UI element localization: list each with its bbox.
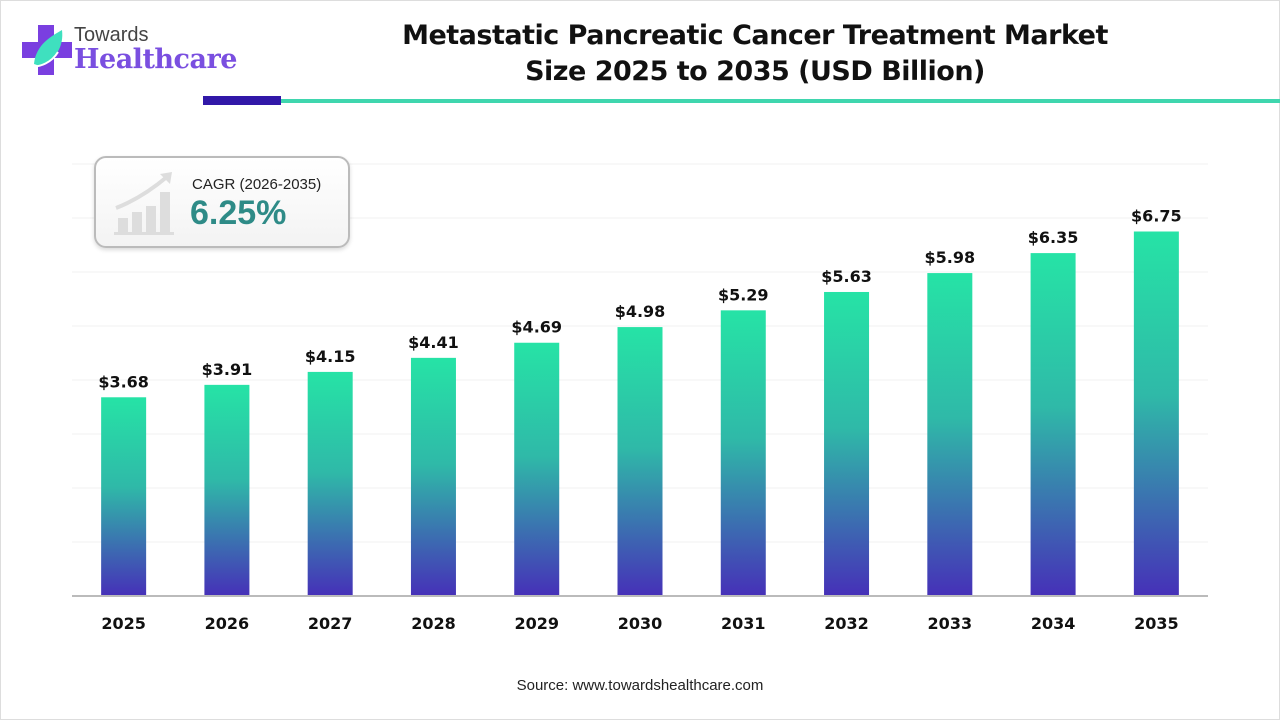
chart-title: Metastatic Pancreatic Cancer Treatment M… xyxy=(330,18,1180,90)
title-underline-teal xyxy=(281,99,1280,103)
x-tick-label: 2031 xyxy=(721,614,766,633)
brand-name-line1: Towards xyxy=(74,24,149,46)
data-label: $3.68 xyxy=(98,372,149,391)
data-label: $4.15 xyxy=(305,347,356,366)
x-tick-label: 2032 xyxy=(824,614,869,633)
x-tick-label: 2034 xyxy=(1031,614,1076,633)
bar-2032 xyxy=(824,291,870,596)
x-tick-label: 2029 xyxy=(514,614,559,633)
x-tick-label: 2033 xyxy=(928,614,973,633)
data-label: $5.29 xyxy=(718,285,769,304)
x-tick-label: 2028 xyxy=(411,614,456,633)
cagr-label: CAGR (2026-2035) xyxy=(192,176,322,193)
chart-title-line2: Size 2025 to 2035 (USD Billion) xyxy=(525,56,985,87)
data-label: $3.91 xyxy=(202,360,253,379)
brand-name-line2: Healthcare xyxy=(74,44,237,75)
data-label: $4.69 xyxy=(511,318,562,337)
bar-2027 xyxy=(307,371,353,596)
data-label: $4.98 xyxy=(615,302,666,321)
growth-chart-icon xyxy=(114,172,174,235)
bar-2031 xyxy=(720,310,766,596)
cagr-box: CAGR (2026-2035) 6.25% xyxy=(94,156,350,248)
bar-2035 xyxy=(1133,231,1179,596)
medical-cross-leaf-icon xyxy=(22,25,72,75)
x-tick-label: 2025 xyxy=(101,614,146,633)
x-tick-label: 2027 xyxy=(308,614,353,633)
bar-2030 xyxy=(617,327,663,596)
cagr-value: 6.25% xyxy=(190,194,287,232)
bar-2028 xyxy=(410,357,456,596)
bar-2026 xyxy=(204,384,250,596)
brand-logo: Towards Healthcare xyxy=(22,22,242,82)
bar-2029 xyxy=(514,342,560,596)
bar-2025 xyxy=(101,397,147,596)
data-label: $5.98 xyxy=(925,248,976,267)
bar-2033 xyxy=(927,273,973,596)
data-label: $6.35 xyxy=(1028,228,1079,247)
x-tick-label: 2035 xyxy=(1134,614,1179,633)
bar-2034 xyxy=(1030,253,1076,596)
source-note: Source: www.towardshealthcare.com xyxy=(516,677,764,694)
data-label: $4.41 xyxy=(408,333,459,352)
data-label: $5.63 xyxy=(821,267,872,286)
chart-title-line1: Metastatic Pancreatic Cancer Treatment M… xyxy=(402,20,1108,51)
x-tick-label: 2030 xyxy=(618,614,663,633)
x-tick-label: 2026 xyxy=(205,614,250,633)
title-underline-dark xyxy=(203,96,281,105)
data-label: $6.75 xyxy=(1131,207,1182,226)
